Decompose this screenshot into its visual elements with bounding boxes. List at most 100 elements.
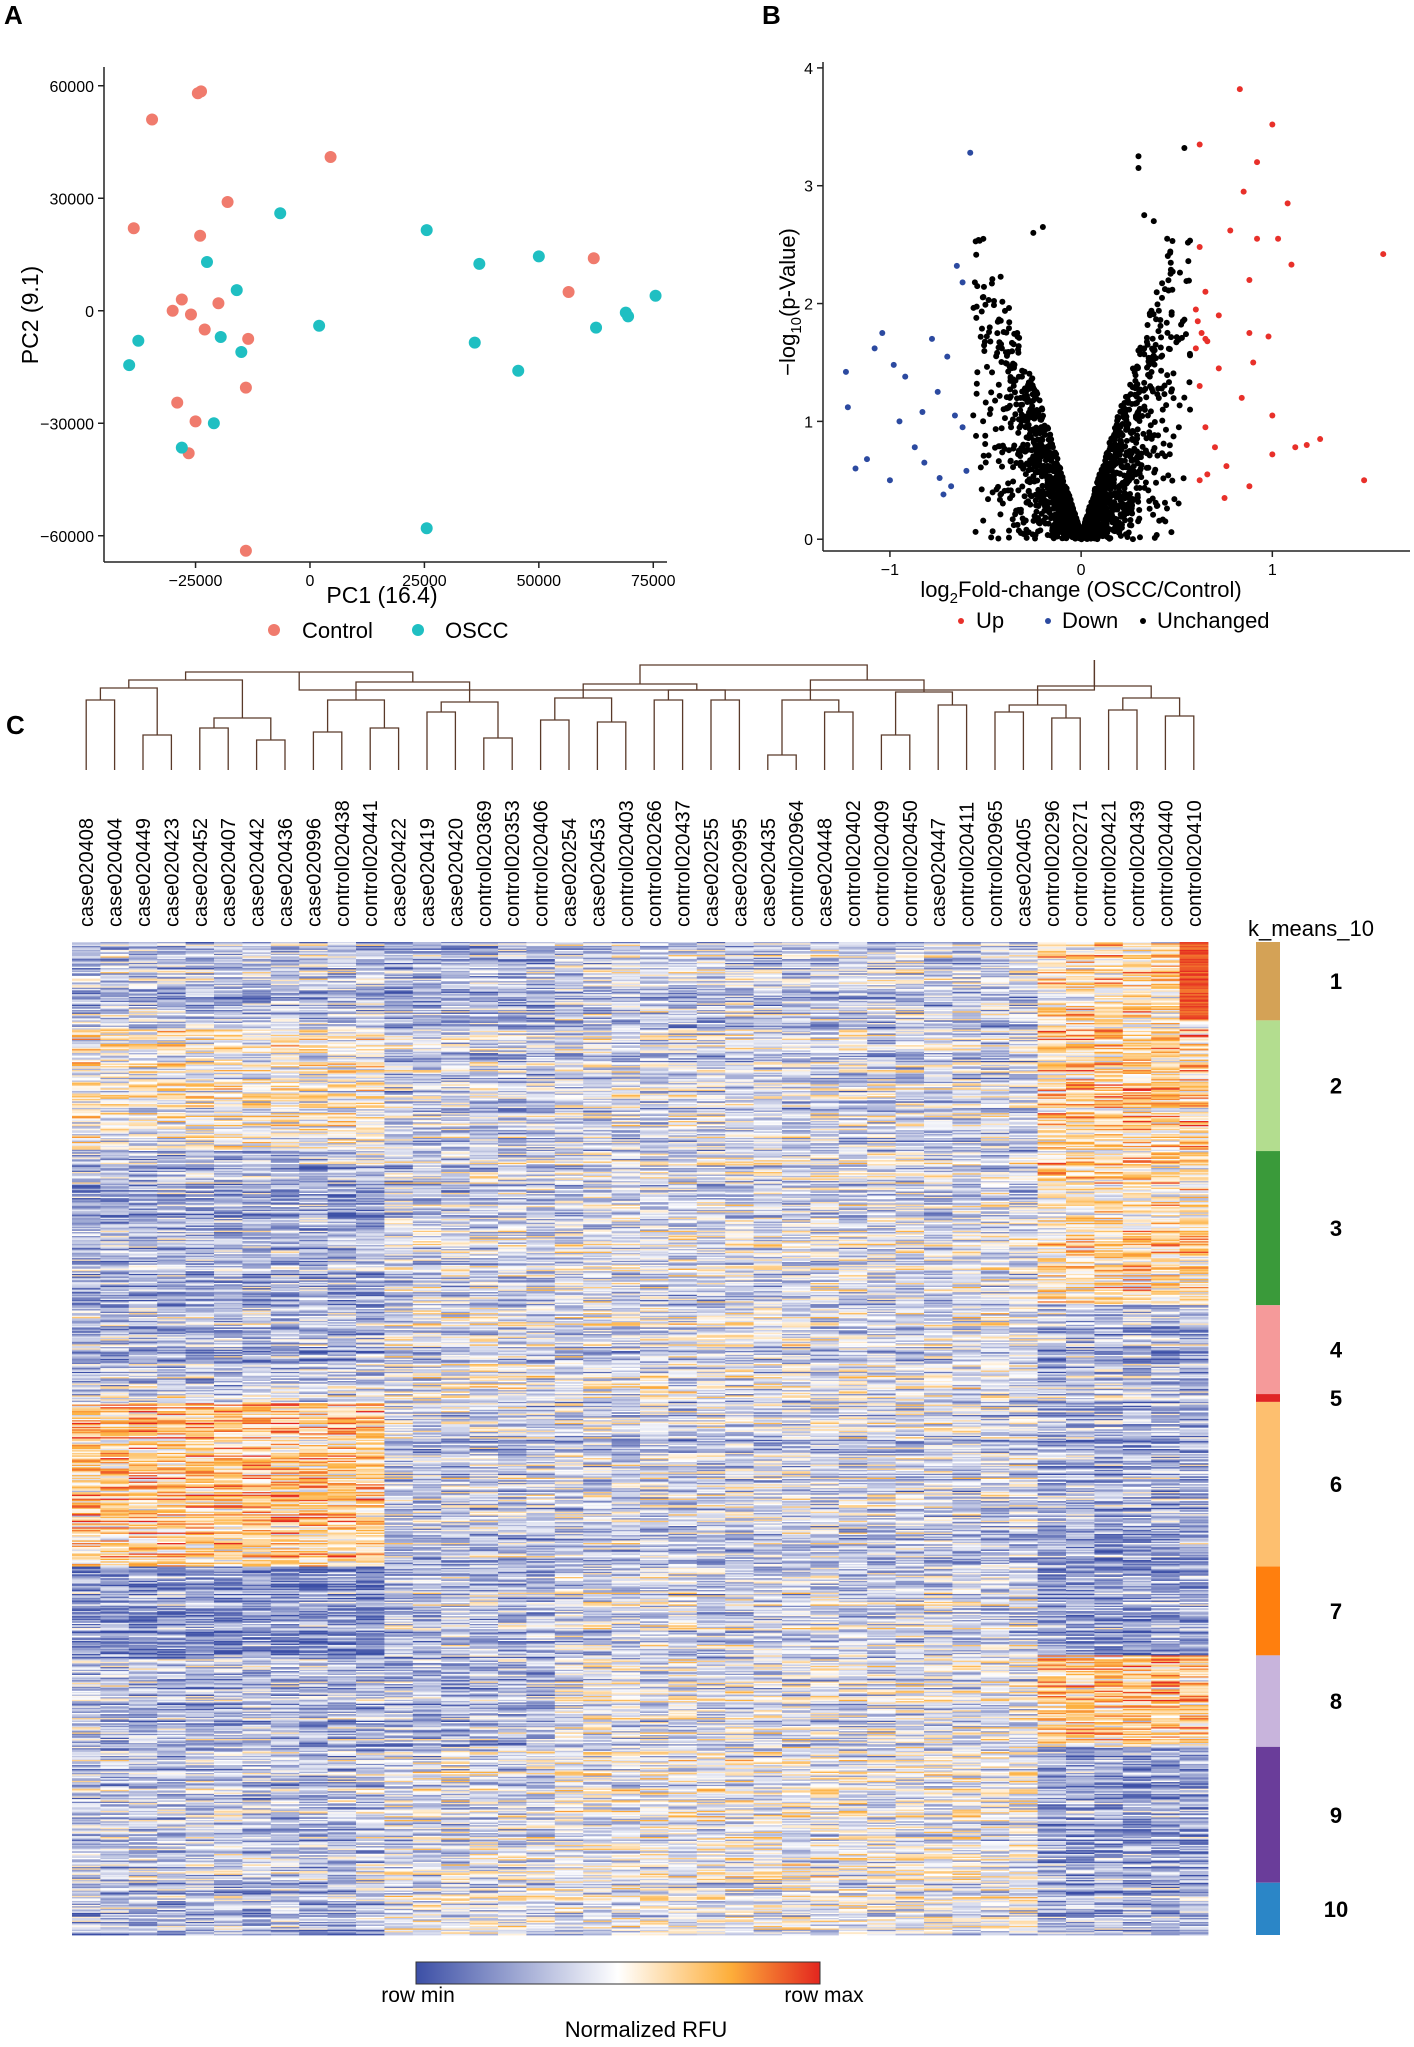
panel-b-point-unchanged — [1042, 432, 1048, 438]
panel-b-point-unchanged — [996, 458, 1002, 464]
panel-b-point-unchanged — [1010, 361, 1016, 367]
panel-b-point-unchanged — [980, 518, 986, 524]
panel-b-point-unchanged — [1034, 516, 1040, 522]
panel-b-point-unchanged — [1177, 402, 1183, 408]
panel-b-point-unchanged — [1161, 391, 1167, 397]
panel-b-point-unchanged — [1114, 494, 1120, 500]
panel-b-point-unchanged — [1131, 496, 1137, 502]
panel-b-point-unchanged — [1126, 530, 1132, 536]
panel-b-point-unchanged — [1144, 450, 1150, 456]
panel-b-point-unchanged — [1136, 507, 1142, 513]
panel-b-point-unchanged — [1155, 328, 1161, 334]
panel-b-point-unchanged — [1147, 374, 1153, 380]
panel-b-point-unchanged — [995, 484, 1001, 490]
panel-a-x-tick-label: 0 — [306, 573, 315, 590]
panel-b-point-unchanged — [973, 315, 979, 321]
panel-b-point-unchanged — [1176, 424, 1182, 430]
panel-a-y-tick-label: 60000 — [50, 79, 95, 96]
panel-a-point-oscc — [421, 224, 433, 236]
panel-b-point-unchanged — [1187, 407, 1193, 413]
panel-a-point-oscc — [231, 284, 243, 296]
panel-b-point-unchanged — [1168, 389, 1174, 395]
panel-b-point-unchanged — [994, 350, 1000, 356]
panel-b-point-unchanged — [1167, 346, 1173, 352]
figure: A −60000−3000003000060000 −25000 0 25000 50… — [0, 0, 1414, 2047]
panel-b-point-unchanged — [1164, 505, 1170, 511]
panel-b-point-unchanged — [1152, 347, 1158, 353]
panel-b-point-unchanged — [1143, 394, 1149, 400]
panel-b-point-unchanged — [972, 279, 978, 285]
panel-b-point-unchanged — [1008, 393, 1014, 399]
panel-a-point-control — [325, 151, 337, 163]
panel-b-point-unchanged — [1014, 395, 1020, 401]
panel-b-point-unchanged — [995, 319, 1001, 325]
panel-b-point-unchanged — [1134, 479, 1140, 485]
panel-b-point-unchanged — [1144, 365, 1150, 371]
panel-b-point-unchanged — [1039, 405, 1045, 411]
panel-b-point-unchanged — [1127, 517, 1133, 523]
panel-b-point-unchanged — [1008, 424, 1014, 430]
panel-b-point-unchanged — [1006, 325, 1012, 331]
panel-b-point-unchanged — [1171, 395, 1177, 401]
panel-b-point-unchanged — [1141, 380, 1147, 386]
panel-b-point-unchanged — [1064, 503, 1070, 509]
panel-a-point-oscc — [469, 337, 481, 349]
panel-b-point-unchanged — [1011, 341, 1017, 347]
panel-b-point-unchanged — [971, 305, 977, 311]
panel-b-point-unchanged — [1159, 418, 1165, 424]
panel-a-point-oscc — [201, 256, 213, 268]
panel-b-point-unchanged — [1152, 362, 1158, 368]
panel-b-point-unchanged — [1125, 394, 1131, 400]
panel-b-point-unchanged — [1135, 426, 1141, 432]
panel-b-point-unchanged — [1124, 438, 1130, 444]
panel-b-point-unchanged — [1011, 379, 1017, 385]
panel-b-point-unchanged — [1159, 353, 1165, 359]
panel-b-point-unchanged — [1115, 416, 1121, 422]
panel-b-point-unchanged — [1160, 475, 1166, 481]
panel-b-point-unchanged — [1005, 480, 1011, 486]
panel-b-point-unchanged — [1129, 510, 1135, 516]
panel-a-point-oscc — [208, 417, 220, 429]
panel-a-point-control — [242, 333, 254, 345]
panel-b-point-unchanged — [981, 453, 987, 459]
panel-b-point-unchanged — [1153, 316, 1159, 322]
panel-b-point-unchanged — [1135, 409, 1141, 415]
panel-a-legend-oscc-label: OSCC — [445, 618, 509, 643]
panel-b-point-unchanged — [1153, 355, 1159, 361]
panel-b-point-unchanged — [987, 338, 993, 344]
panel-b-point-unchanged — [1098, 475, 1104, 481]
panel-b-point-unchanged — [973, 252, 979, 258]
panel-a-y-tick-label: −60000 — [40, 529, 94, 546]
panel-a-point-oscc — [473, 258, 485, 270]
panel-b-point-unchanged — [1186, 278, 1192, 284]
panel-b-point-unchanged — [1181, 395, 1187, 401]
panel-a-point-oscc — [622, 310, 634, 322]
panel-b-point-unchanged — [1038, 417, 1044, 423]
panel-b-point-unchanged — [990, 489, 996, 495]
panel-b-point-unchanged — [1140, 444, 1146, 450]
panel-a-point-control — [240, 545, 252, 557]
panel-b-point-unchanged — [973, 238, 979, 244]
panel-b-point-unchanged — [1006, 528, 1012, 534]
panel-a-point-control — [176, 294, 188, 306]
panel-b-point-unchanged — [973, 529, 979, 535]
panel-b-point-unchanged — [1134, 448, 1140, 454]
panel-b-point-unchanged — [1032, 535, 1038, 541]
panel-b-point-unchanged — [989, 276, 995, 282]
panel-b-point-unchanged — [979, 326, 985, 332]
panel-b-point-unchanged — [1100, 463, 1106, 469]
panel-b-point-unchanged — [978, 334, 984, 340]
panel-b-point-unchanged — [1143, 479, 1149, 485]
panel-b-point-unchanged — [1132, 378, 1138, 384]
panel-a-point-control — [167, 305, 179, 317]
panel-b-point-unchanged — [1141, 346, 1147, 352]
panel-b-point-unchanged — [987, 324, 993, 330]
panel-b-point-unchanged — [1181, 475, 1187, 481]
panel-b-point-unchanged — [1127, 382, 1133, 388]
panel-b-point-unchanged — [974, 381, 980, 387]
panel-b-point-unchanged — [1002, 415, 1008, 421]
panel-a-point-control — [128, 222, 140, 234]
panel-b-point-unchanged — [1023, 471, 1029, 477]
panel-b-point-unchanged — [994, 330, 1000, 336]
panel-b-point-unchanged — [988, 406, 994, 412]
